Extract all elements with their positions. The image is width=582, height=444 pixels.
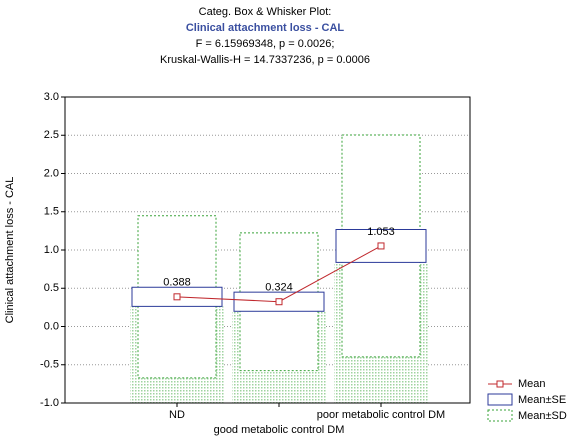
x-tick-label: poor metabolic control DM <box>317 409 445 421</box>
y-tick-label: 1.0 <box>44 244 59 256</box>
y-tick-label: 2.5 <box>44 129 59 141</box>
y-tick-label: 3.0 <box>44 91 59 103</box>
data-label: 0.388 <box>163 277 191 289</box>
data-label: 0.324 <box>265 282 293 294</box>
chart-title: Categ. Box & Whisker Plot: <box>199 6 332 18</box>
mean-marker <box>275 298 283 306</box>
legend-se <box>487 393 513 406</box>
data-label: 1.053 <box>367 226 395 238</box>
legend-sd <box>487 409 513 422</box>
x-tick-label: ND <box>169 409 185 421</box>
y-axis-label: Clinical attachment loss - CAL <box>4 177 16 324</box>
chart-subtitle: Clinical attachment loss - CAL <box>186 22 345 34</box>
mean-marker <box>173 293 181 301</box>
chart-stat: F = 6.15969348, p = 0.0026; <box>196 38 335 50</box>
chart-stat: Kruskal-Wallis-H = 14.7337236, p = 0.000… <box>160 54 370 66</box>
plot-frame <box>64 96 471 404</box>
y-tick-label: -0.5 <box>40 359 59 371</box>
legend-label: Mean±SE <box>518 394 566 406</box>
x-tick-label: good metabolic control DM <box>214 424 345 436</box>
y-tick-label: -1.0 <box>40 397 59 409</box>
y-tick-label: 1.5 <box>44 206 59 218</box>
legend-mean-marker <box>496 380 504 388</box>
y-tick-label: 0.0 <box>44 320 59 332</box>
y-tick-label: 2.0 <box>44 167 59 179</box>
y-tick-label: 0.5 <box>44 282 59 294</box>
legend-label: Mean±SD <box>518 410 567 422</box>
legend-label: Mean <box>518 378 546 390</box>
mean-marker <box>377 242 385 250</box>
